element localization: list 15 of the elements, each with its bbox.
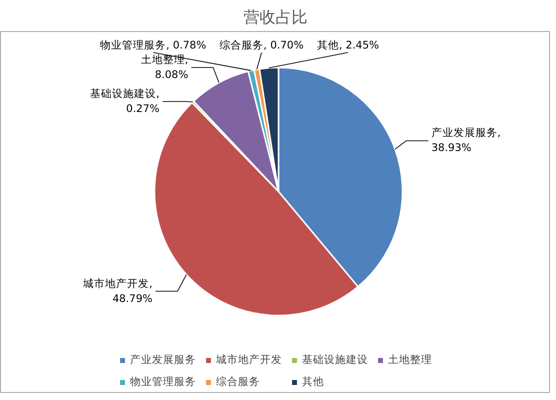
legend-label: 其他: [302, 375, 324, 389]
data-label: 其他, 2.45%: [316, 38, 380, 52]
data-label: 综合服务, 0.70%: [220, 38, 304, 52]
data-label: 产业发展服务, 38.93%: [431, 126, 501, 154]
data-label: 城市地产开发, 48.79%: [82, 276, 153, 305]
data-label: 基础设施建设, 0.27%: [90, 87, 160, 115]
legend-label: 综合服务: [216, 375, 260, 389]
chart-title: 营收占比: [244, 8, 308, 26]
legend-label: 土地整理: [388, 353, 432, 367]
data-label: 物业管理服务, 0.78%: [100, 38, 206, 52]
data-label: 土地整理, 8.08%: [140, 53, 188, 81]
legend-label: 城市地产开发: [216, 353, 282, 367]
legend-label: 产业发展服务: [130, 353, 196, 367]
legend-label: 物业管理服务: [130, 375, 196, 389]
legend-label: 基础设施建设: [302, 353, 368, 367]
